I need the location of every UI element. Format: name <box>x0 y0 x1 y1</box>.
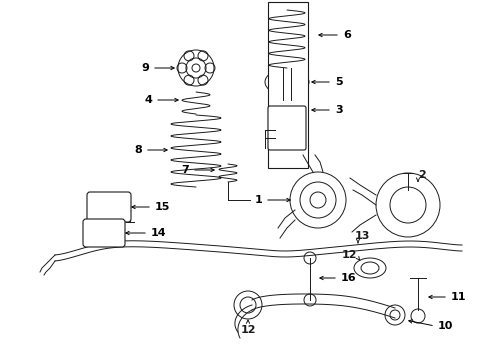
Text: 12: 12 <box>342 250 357 260</box>
FancyBboxPatch shape <box>268 106 306 150</box>
Text: 12: 12 <box>240 325 256 335</box>
Text: 1: 1 <box>254 195 262 205</box>
Text: 2: 2 <box>418 170 426 180</box>
Text: 8: 8 <box>134 145 142 155</box>
FancyBboxPatch shape <box>83 219 125 247</box>
Text: 15: 15 <box>155 202 171 212</box>
Text: 3: 3 <box>335 105 343 115</box>
Text: 14: 14 <box>151 228 167 238</box>
Text: 16: 16 <box>341 273 357 283</box>
Text: 9: 9 <box>141 63 149 73</box>
Bar <box>268 2 308 168</box>
Text: 10: 10 <box>438 321 453 331</box>
Text: 5: 5 <box>335 77 343 87</box>
Text: 7: 7 <box>181 165 189 175</box>
Text: 13: 13 <box>355 231 370 241</box>
FancyBboxPatch shape <box>87 192 131 222</box>
Text: 11: 11 <box>451 292 466 302</box>
Text: 4: 4 <box>144 95 152 105</box>
Text: 6: 6 <box>343 30 351 40</box>
